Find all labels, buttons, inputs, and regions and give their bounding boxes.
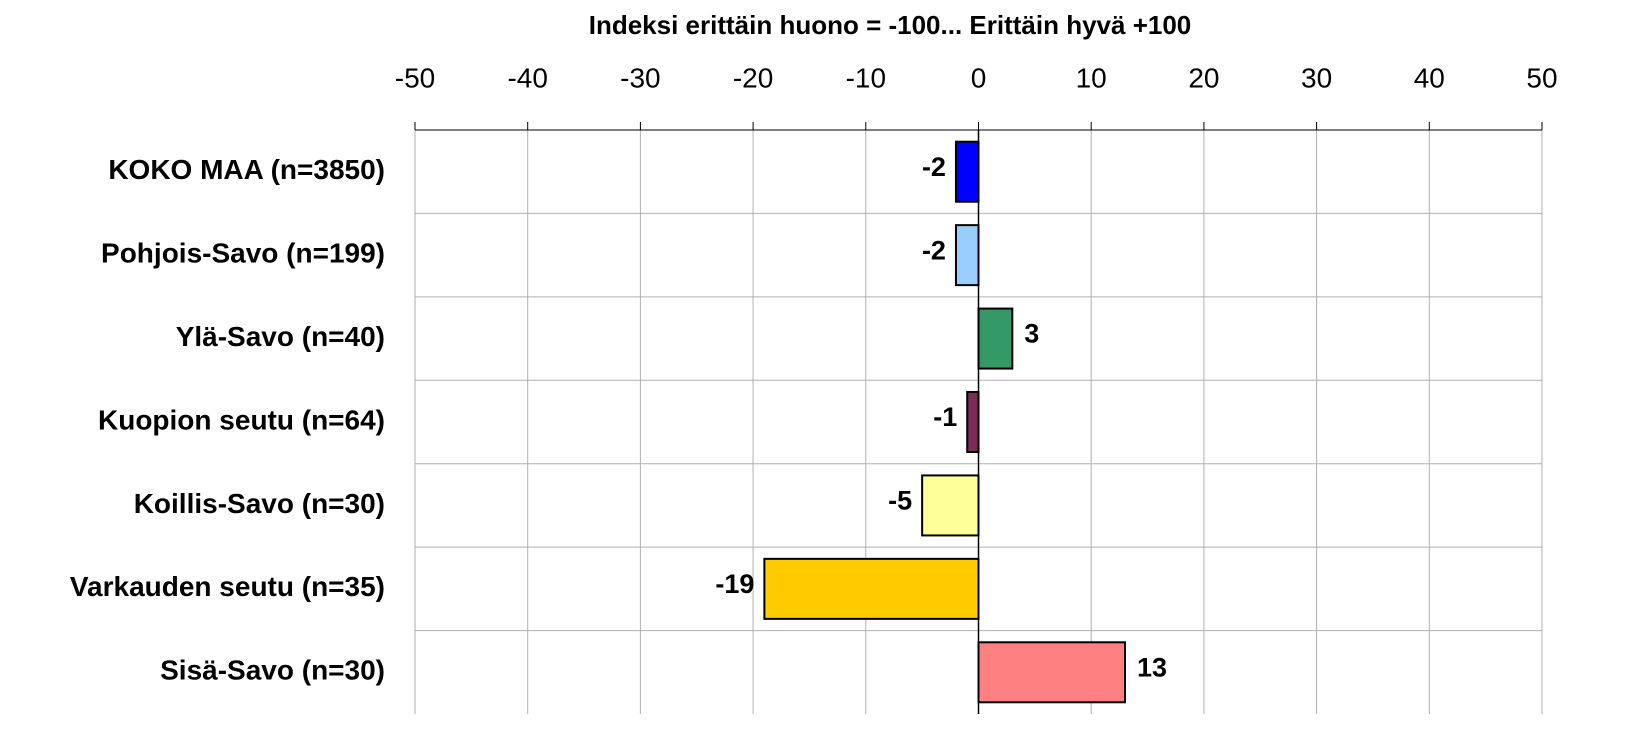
y-tick-label: Koillis-Savo (n=30) — [134, 488, 385, 519]
x-tick-label: 0 — [971, 62, 987, 93]
data-label: -2 — [922, 235, 946, 265]
bar — [966, 391, 980, 453]
chart-title: Indeksi erittäin huono = -100... Erittäi… — [589, 10, 1192, 40]
x-tick-label: -10 — [846, 62, 886, 93]
x-tick-label: 50 — [1526, 62, 1557, 93]
x-tick-label: 40 — [1414, 62, 1445, 93]
bar — [954, 140, 980, 203]
y-tick-label: Ylä-Savo (n=40) — [176, 321, 385, 352]
x-tick-label: -20 — [733, 62, 773, 93]
bar — [954, 224, 980, 287]
bar — [763, 557, 980, 620]
bar — [977, 307, 1014, 370]
data-label: -5 — [888, 486, 912, 516]
x-tick-label: -50 — [395, 62, 435, 93]
data-label: -19 — [715, 569, 754, 599]
y-tick-label: Kuopion seutu (n=64) — [98, 404, 385, 435]
y-tick-label: KOKO MAA (n=3850) — [108, 154, 385, 185]
data-label: 3 — [1024, 319, 1039, 349]
data-label: 13 — [1137, 652, 1167, 682]
x-tick-label: 20 — [1188, 62, 1219, 93]
data-label: -1 — [933, 402, 957, 432]
x-tick-label: -40 — [507, 62, 547, 93]
bar — [921, 474, 980, 537]
x-tick-label: -30 — [620, 62, 660, 93]
data-label: -2 — [922, 152, 946, 182]
y-tick-label: Pohjois-Savo (n=199) — [101, 238, 385, 269]
y-tick-label: Sisä-Savo (n=30) — [160, 655, 385, 686]
bar — [977, 641, 1127, 704]
x-tick-label: 10 — [1076, 62, 1107, 93]
y-tick-label: Varkauden seutu (n=35) — [70, 571, 385, 602]
x-tick-label: 30 — [1301, 62, 1332, 93]
